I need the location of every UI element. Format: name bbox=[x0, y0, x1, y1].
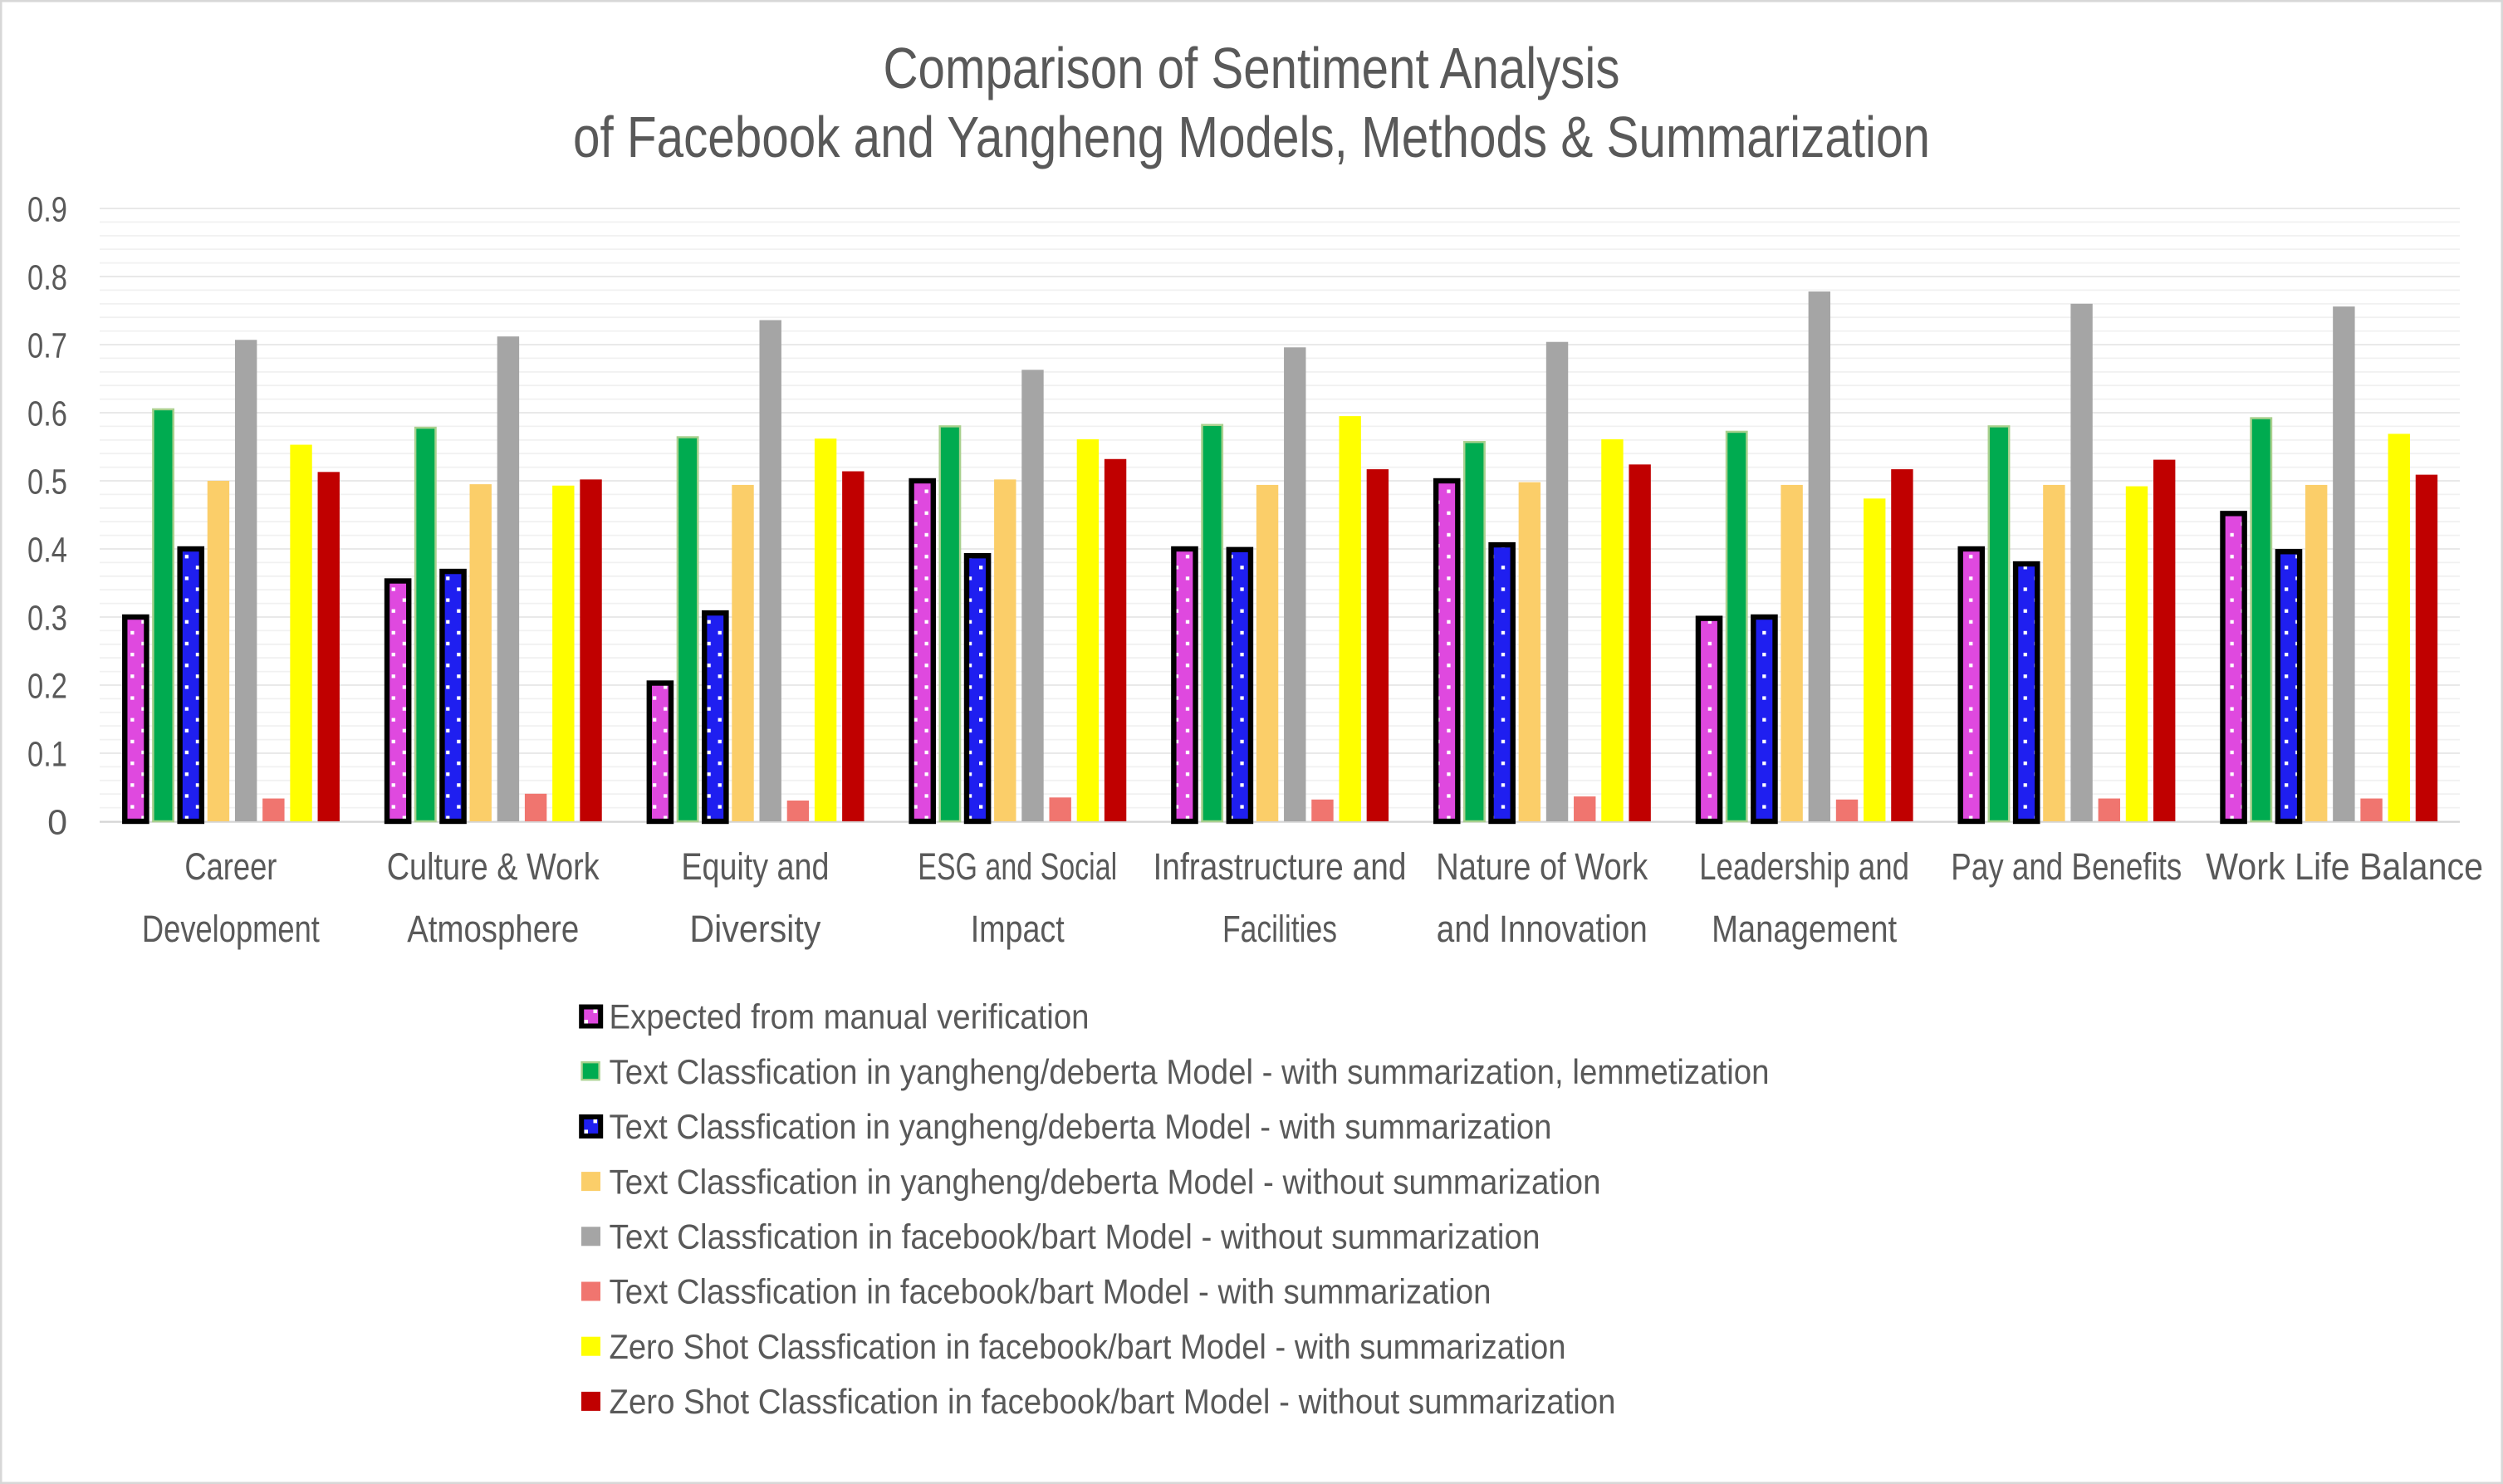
svg-text:Zero Shot Classfication in fac: Zero Shot Classfication in facebook/bart… bbox=[610, 1382, 1616, 1421]
svg-text:Text Classfication in facebook: Text Classfication in facebook/bart Mode… bbox=[610, 1217, 1540, 1256]
svg-text:Text Classfication in facebook: Text Classfication in facebook/bart Mode… bbox=[610, 1272, 1492, 1311]
svg-text:Diversity: Diversity bbox=[689, 908, 820, 950]
svg-text:0.1: 0.1 bbox=[27, 735, 67, 775]
svg-text:Career: Career bbox=[184, 845, 277, 888]
svg-text:Text Classfication in yangheng: Text Classfication in yangheng/deberta M… bbox=[610, 1052, 1770, 1091]
svg-text:of Facebook and Yangheng Model: of Facebook and Yangheng Models, Methods… bbox=[573, 105, 1930, 169]
svg-text:and Innovation: and Innovation bbox=[1437, 908, 1648, 950]
svg-text:Nature of Work: Nature of Work bbox=[1436, 845, 1648, 888]
svg-text:0.6: 0.6 bbox=[27, 394, 67, 434]
svg-text:Pay and Benefits: Pay and Benefits bbox=[1951, 845, 2182, 888]
svg-text:0.2: 0.2 bbox=[27, 667, 67, 707]
svg-text:0.7: 0.7 bbox=[27, 326, 67, 366]
svg-text:ESG and Social: ESG and Social bbox=[918, 845, 1117, 888]
svg-text:Development: Development bbox=[142, 908, 320, 950]
svg-text:Culture & Work: Culture & Work bbox=[387, 845, 600, 888]
svg-text:Leadership and: Leadership and bbox=[1699, 845, 1909, 888]
svg-text:Text Classfication in yangheng: Text Classfication in yangheng/deberta M… bbox=[610, 1107, 1552, 1146]
svg-text:Equity and: Equity and bbox=[681, 845, 829, 888]
svg-text:Management: Management bbox=[1712, 908, 1897, 950]
svg-text:Zero Shot Classfication in fac: Zero Shot Classfication in facebook/bart… bbox=[610, 1327, 1566, 1366]
svg-text:0: 0 bbox=[47, 803, 67, 843]
svg-text:0.5: 0.5 bbox=[27, 463, 67, 502]
svg-text:Impact: Impact bbox=[971, 908, 1065, 950]
svg-text:0.9: 0.9 bbox=[27, 190, 67, 230]
svg-text:Work Life Balance: Work Life Balance bbox=[2206, 845, 2483, 888]
svg-text:0.8: 0.8 bbox=[27, 258, 67, 298]
svg-text:Infrastructure and: Infrastructure and bbox=[1154, 845, 1407, 888]
svg-text:0.3: 0.3 bbox=[27, 599, 67, 639]
svg-text:Comparison of Sentiment Analys: Comparison of Sentiment Analysis bbox=[884, 36, 1620, 100]
svg-text:Text Classfication in yangheng: Text Classfication in yangheng/deberta M… bbox=[610, 1162, 1601, 1201]
svg-text:Expected from manual verificat: Expected from manual verification bbox=[610, 997, 1090, 1036]
svg-text:0.4: 0.4 bbox=[27, 531, 67, 571]
svg-text:Atmosphere: Atmosphere bbox=[407, 908, 579, 950]
svg-text:Facilities: Facilities bbox=[1222, 908, 1337, 950]
